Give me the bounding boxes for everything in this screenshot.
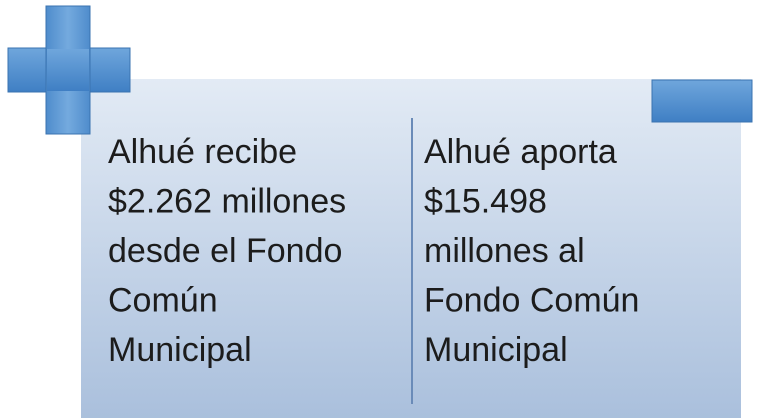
text-line: $15.498 xyxy=(424,183,547,221)
text-line: millones al xyxy=(424,232,585,270)
text-line: Alhué recibe xyxy=(108,133,297,171)
text-line: desde el Fondo xyxy=(108,232,342,270)
text-line: $2.262 millones xyxy=(108,183,346,221)
text-line: Municipal xyxy=(424,331,568,369)
text-line: Común xyxy=(108,282,218,320)
plus-sign xyxy=(7,5,131,135)
minus-sign xyxy=(651,79,753,123)
text-line: Municipal xyxy=(108,331,252,369)
text-line: Fondo Común xyxy=(424,282,639,320)
text-line: Alhué aporta xyxy=(424,133,617,171)
text-area: Alhué recibe $2.262 millones desde el Fond… xyxy=(108,133,639,369)
